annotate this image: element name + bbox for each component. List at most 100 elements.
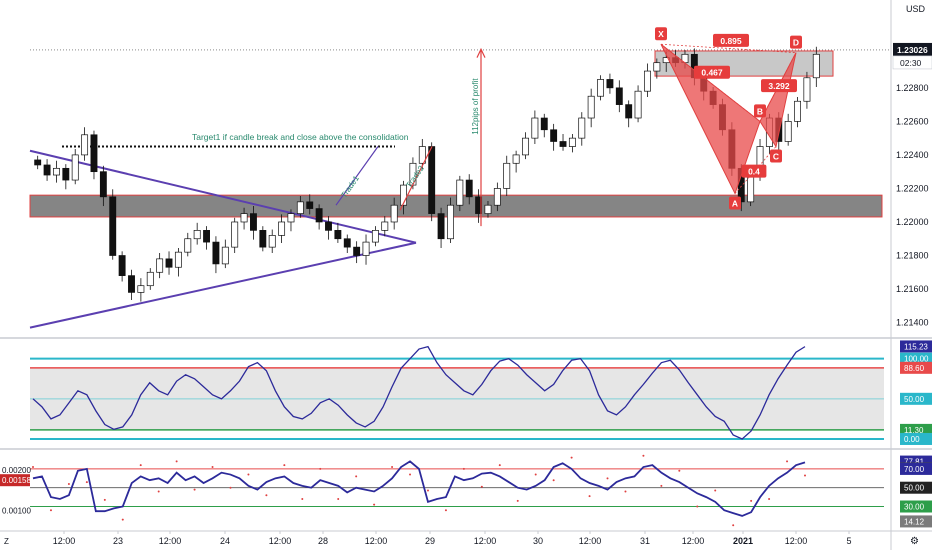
osc2-signal-dot [319,467,322,470]
candle-body [278,221,286,236]
harmonic-label-d-bg [790,35,802,49]
osc2-signal-dot [498,464,501,467]
candle-body [512,154,520,164]
time-label: 12:00 [269,536,292,546]
time-label: 12:00 [159,536,182,546]
time-label: 29 [425,536,435,546]
candle-body [128,275,135,293]
osc2-signal-dot [534,473,537,476]
osc2-signal-dot [193,488,196,491]
osc1-badge: 0.00 [904,435,920,444]
harmonic-xab [660,43,761,195]
osc1-badge-bg [900,432,932,445]
osc1-badge: 50.00 [904,395,925,404]
candle-body [587,95,595,119]
osc2-signal-dot [768,497,771,500]
countdown-badge: 02:30 [900,58,922,68]
candle-body [484,204,492,214]
candle-body [794,100,801,122]
candle-body [371,230,379,243]
osc2-signal-dot [121,518,124,521]
candle-body [53,167,60,176]
candle-body [221,246,229,265]
time-label: 30 [533,536,543,546]
osc2-signal-dot [301,497,304,500]
time-label: 5 [846,536,851,546]
time-label: 2021 [733,536,753,546]
osc2-badge: 30.00 [904,503,925,512]
candle-body [146,271,154,287]
currency-label: USD [906,4,926,14]
candle-body [71,154,79,181]
ratio-xb: 0.467 [701,68,723,78]
osc2-signal-dot [516,499,519,502]
time-label: 23 [113,536,123,546]
time-label: 31 [640,536,650,546]
candle-body [465,179,473,198]
candle-body [315,208,323,223]
candle-body [118,255,126,276]
osc2-badge: 14.12 [904,517,925,526]
candle-body [203,230,210,243]
candle-body [400,184,407,206]
candle-body [634,90,642,119]
osc2-signal-dot [229,486,232,489]
osc2-signal-dot [552,479,555,482]
harmonic-label-b: B [757,106,763,116]
osc2-signal-dot [462,467,465,470]
settings-icon: ⚙ [910,536,919,547]
osc2-signal-dot [391,466,394,469]
profit-arrow-head [476,47,486,58]
ratio-xd-bg [713,33,749,47]
osc2-signal-dot [247,473,250,476]
candle-body [268,235,276,248]
candle-body [550,129,558,142]
ratio-ac: 0.4 [748,167,760,177]
osc2-badge-bg [900,462,932,475]
candle-body [493,188,501,206]
ratio-bd: 3.292 [768,81,790,91]
osc2-signal-dot [157,490,160,493]
candle-body [747,174,755,203]
osc1-badge-bg [900,361,932,374]
candle-body [503,162,511,189]
candle-body [184,238,192,253]
osc2-signal-dot [732,524,735,527]
candle-body [428,146,436,214]
candle-body [34,159,42,166]
scale-toggle-label: Z [4,537,9,546]
candle-body [644,70,651,92]
time-label: 28 [318,536,328,546]
ratio-bd-bg [761,79,797,93]
osc2-signal-dot [67,482,70,485]
osc2-signal-dot [426,489,429,492]
profit-label: 112pips of profit [471,78,480,135]
harmonic-label-b-bg [754,104,766,118]
osc2-signal-dot [642,454,645,457]
candle-body [559,141,567,147]
candle-body [625,104,633,119]
current-price-badge: 1.23026 [897,45,928,55]
candle-body [522,137,529,156]
price-tick-label: 1.22000 [896,217,929,227]
osc2-signal-dot [750,499,753,502]
candle-body [109,196,117,256]
osc2-signal-dot [373,503,376,506]
ratio-xd: 0.895 [720,36,742,46]
trade2-arrow [399,146,433,211]
osc2-signal-dot [570,456,573,459]
osc2-signal-dot [660,484,663,487]
osc2-signal-dot [678,469,681,472]
candle-body [306,201,314,209]
candle-body [325,221,332,231]
harmonic-xb-line [660,43,761,122]
candle-body [456,179,464,206]
osc1-badge-bg [900,340,932,353]
osc2-signal-dot [32,466,34,469]
osc2-signal-dot [588,495,591,498]
candle-body [597,79,604,97]
candle-body [174,251,182,268]
candle-body [531,117,539,139]
